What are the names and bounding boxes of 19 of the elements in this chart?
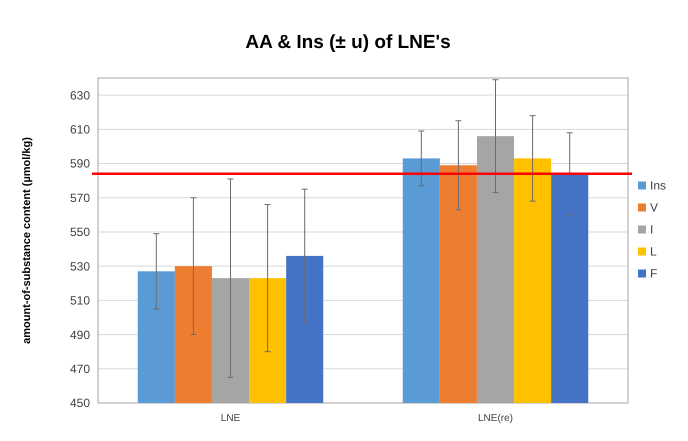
y-tick-label: 510 [70,294,90,308]
y-tick-label: 470 [70,362,90,376]
y-tick-label: 570 [70,190,90,205]
y-tick-label: 610 [70,122,90,137]
y-tick-label: 550 [70,225,90,240]
legend-label: I [650,222,654,237]
y-tick-label: 490 [70,328,90,342]
x-tick-label: LNE(re) [478,413,514,424]
legend-label: L [650,244,657,259]
y-tick-label: 450 [70,396,90,410]
y-axis-title: amount-of-substance content (µmol/kg) [21,136,33,344]
legend-label: V [650,200,658,215]
y-tick-label: 630 [70,88,90,102]
legend-label: F [650,266,658,281]
y-tick-label: 530 [70,259,90,274]
y-tick-label: 590 [70,156,90,171]
chart-title: AA & Ins (± u) of LNE's [245,32,451,53]
legend-label: Ins [650,178,666,193]
x-tick-label: LNE [220,413,241,424]
